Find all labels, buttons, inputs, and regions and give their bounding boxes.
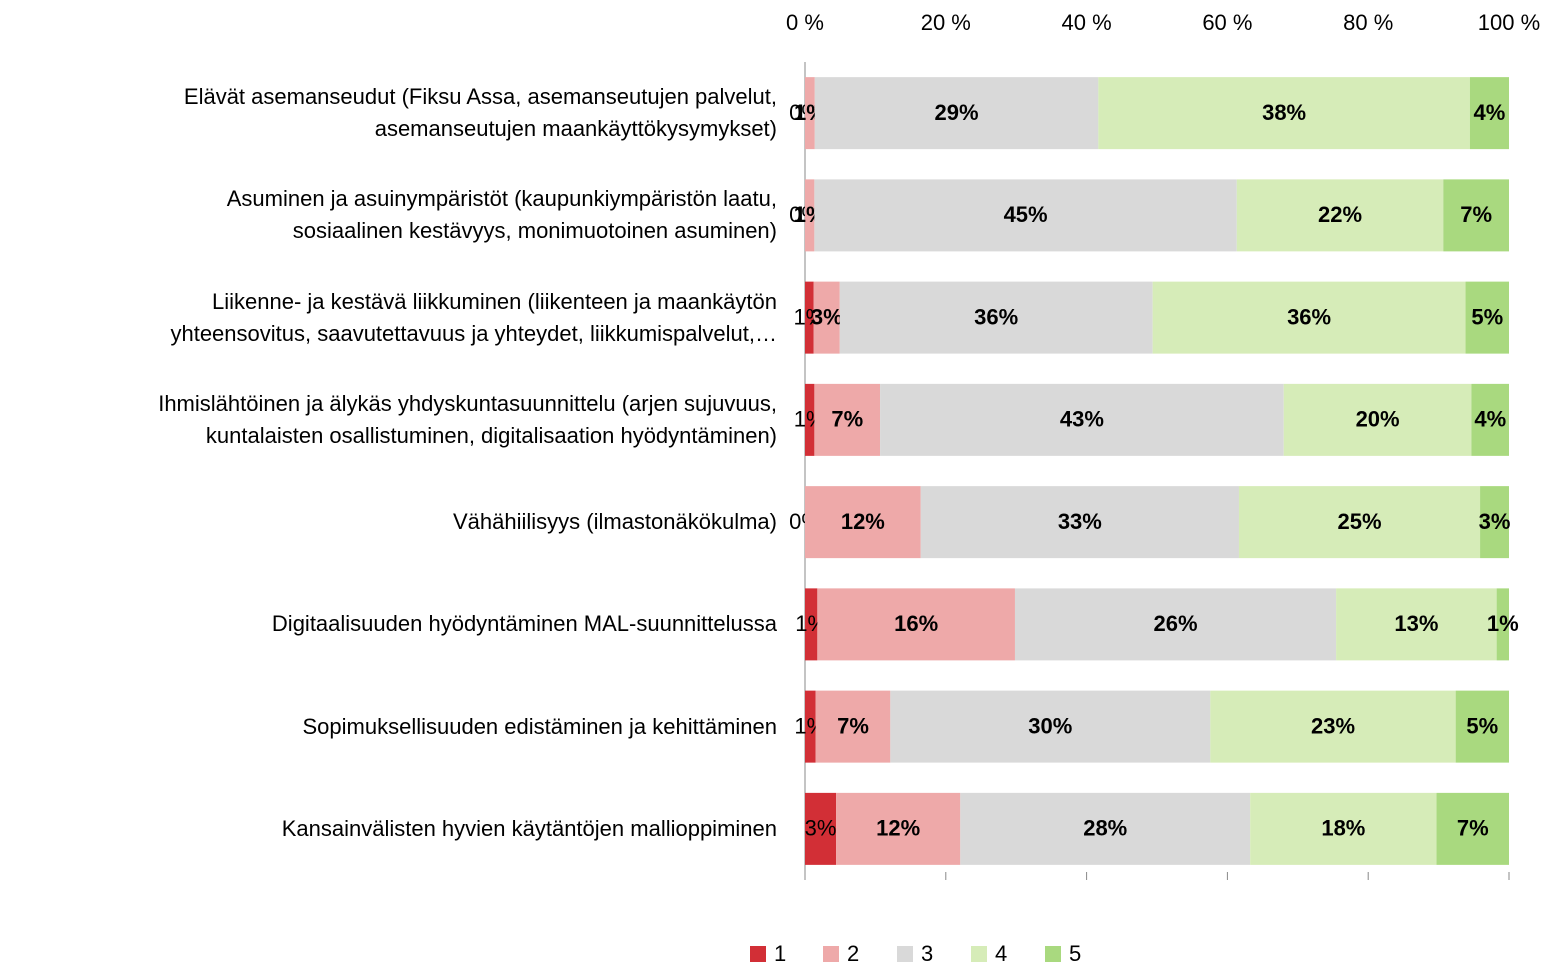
category-label: Ihmislähtöinen ja älykäs yhdyskuntasuunn…: [158, 390, 777, 448]
value-label: 18%: [1321, 816, 1365, 841]
legend-swatch: [750, 946, 766, 962]
bar-segment: [920, 486, 1239, 559]
bar-segment: [1014, 588, 1337, 661]
value-label: 38%: [1262, 100, 1306, 125]
bar-segment: [814, 77, 1099, 150]
category-label: Kansainvälisten hyvien käytäntöjen malli…: [281, 815, 777, 841]
bar-segment: [1098, 77, 1470, 150]
legend-swatch: [971, 946, 987, 962]
value-label: 33%: [1058, 509, 1102, 534]
value-label: 20%: [1356, 407, 1400, 432]
value-label: 28%: [1083, 816, 1127, 841]
value-label: 5%: [1471, 304, 1503, 329]
value-label: 23%: [1311, 713, 1355, 738]
bar-segment: [1152, 281, 1466, 354]
bar-segment: [1210, 690, 1456, 763]
value-label: 3%: [811, 304, 843, 329]
legend-label: 4: [995, 941, 1007, 963]
bar-segment: [836, 792, 961, 865]
value-label: 4%: [1474, 407, 1506, 432]
x-tick-label: 80 %: [1343, 10, 1393, 35]
category-label: Elävät asemanseudut (Fiksu Assa, asemans…: [183, 84, 777, 142]
bar-segment: [805, 383, 815, 456]
x-tick-label: 40 %: [1062, 10, 1112, 35]
value-label: 3%: [805, 816, 837, 841]
x-tick-label: 100 %: [1478, 10, 1540, 35]
value-label: 13%: [1394, 611, 1438, 636]
bar-segment: [805, 588, 818, 661]
bar-segment: [1455, 690, 1509, 763]
value-label: 7%: [831, 407, 863, 432]
category-label: Asuminen ja asuinympäristöt (kaupunkiymp…: [226, 186, 777, 244]
bar-segment: [1480, 486, 1509, 559]
bar-segment: [805, 486, 921, 559]
value-label: 16%: [894, 611, 938, 636]
bar-segment: [805, 77, 815, 150]
bar-segment: [1443, 179, 1509, 252]
legend-label: 1: [774, 941, 786, 963]
bar-segment: [1283, 383, 1472, 456]
legend-label: 3: [921, 941, 933, 963]
value-label: 1%: [1487, 611, 1519, 636]
bar-segment: [1471, 383, 1509, 456]
bar-segment: [1336, 588, 1497, 661]
value-label: 22%: [1318, 202, 1362, 227]
legend-swatch: [1045, 946, 1061, 962]
value-label: 36%: [974, 304, 1018, 329]
bar-segment: [1238, 486, 1481, 559]
category-label: Digitaalisuuden hyödyntäminen MAL-suunni…: [271, 611, 777, 637]
bar-segment: [1436, 792, 1509, 865]
legend-swatch: [897, 946, 913, 962]
legend-label: 5: [1069, 941, 1081, 963]
bar-segment: [1496, 588, 1509, 661]
legend-label: 2: [847, 941, 859, 963]
bar-segment: [1236, 179, 1444, 252]
category-label: Vähähiilisyys (ilmastonäkökulma): [452, 509, 777, 535]
bar-segment: [1469, 77, 1509, 150]
x-tick-label: 60 %: [1202, 10, 1252, 35]
value-label: 3%: [1479, 509, 1511, 534]
x-tick-label: 20 %: [921, 10, 971, 35]
value-label: 36%: [1287, 304, 1331, 329]
bar-segment: [890, 690, 1211, 763]
category-label: Liikenne- ja kestävä liikkuminen (liiken…: [170, 288, 777, 346]
x-tick-label: 0 %: [786, 10, 824, 35]
value-label: 5%: [1466, 713, 1498, 738]
value-label: 43%: [1060, 407, 1104, 432]
value-label: 12%: [876, 816, 920, 841]
value-label: 7%: [837, 713, 869, 738]
bar-segment: [1250, 792, 1437, 865]
value-label: 7%: [1457, 816, 1489, 841]
bar-segment: [880, 383, 1284, 456]
value-label: 29%: [935, 100, 979, 125]
bar-segment: [813, 281, 840, 354]
value-label: 30%: [1028, 713, 1072, 738]
bar-segment: [960, 792, 1251, 865]
bar-segment: [814, 179, 1237, 252]
bar-segment: [839, 281, 1153, 354]
legend-swatch: [823, 946, 839, 962]
bar-segment: [805, 179, 815, 252]
bar-segment: [814, 383, 881, 456]
value-label: 4%: [1474, 100, 1506, 125]
bar-segment: [805, 690, 816, 763]
bar-segment: [815, 690, 891, 763]
value-label: 25%: [1337, 509, 1381, 534]
bar-segment: [817, 588, 1015, 661]
bar-segment: [1465, 281, 1509, 354]
value-label: 45%: [1004, 202, 1048, 227]
bar-segment: [805, 792, 837, 865]
value-label: 12%: [841, 509, 885, 534]
category-label: Sopimuksellisuuden edistäminen ja kehitt…: [302, 713, 778, 739]
value-label: 26%: [1154, 611, 1198, 636]
bar-segment: [805, 281, 814, 354]
value-label: 7%: [1460, 202, 1492, 227]
